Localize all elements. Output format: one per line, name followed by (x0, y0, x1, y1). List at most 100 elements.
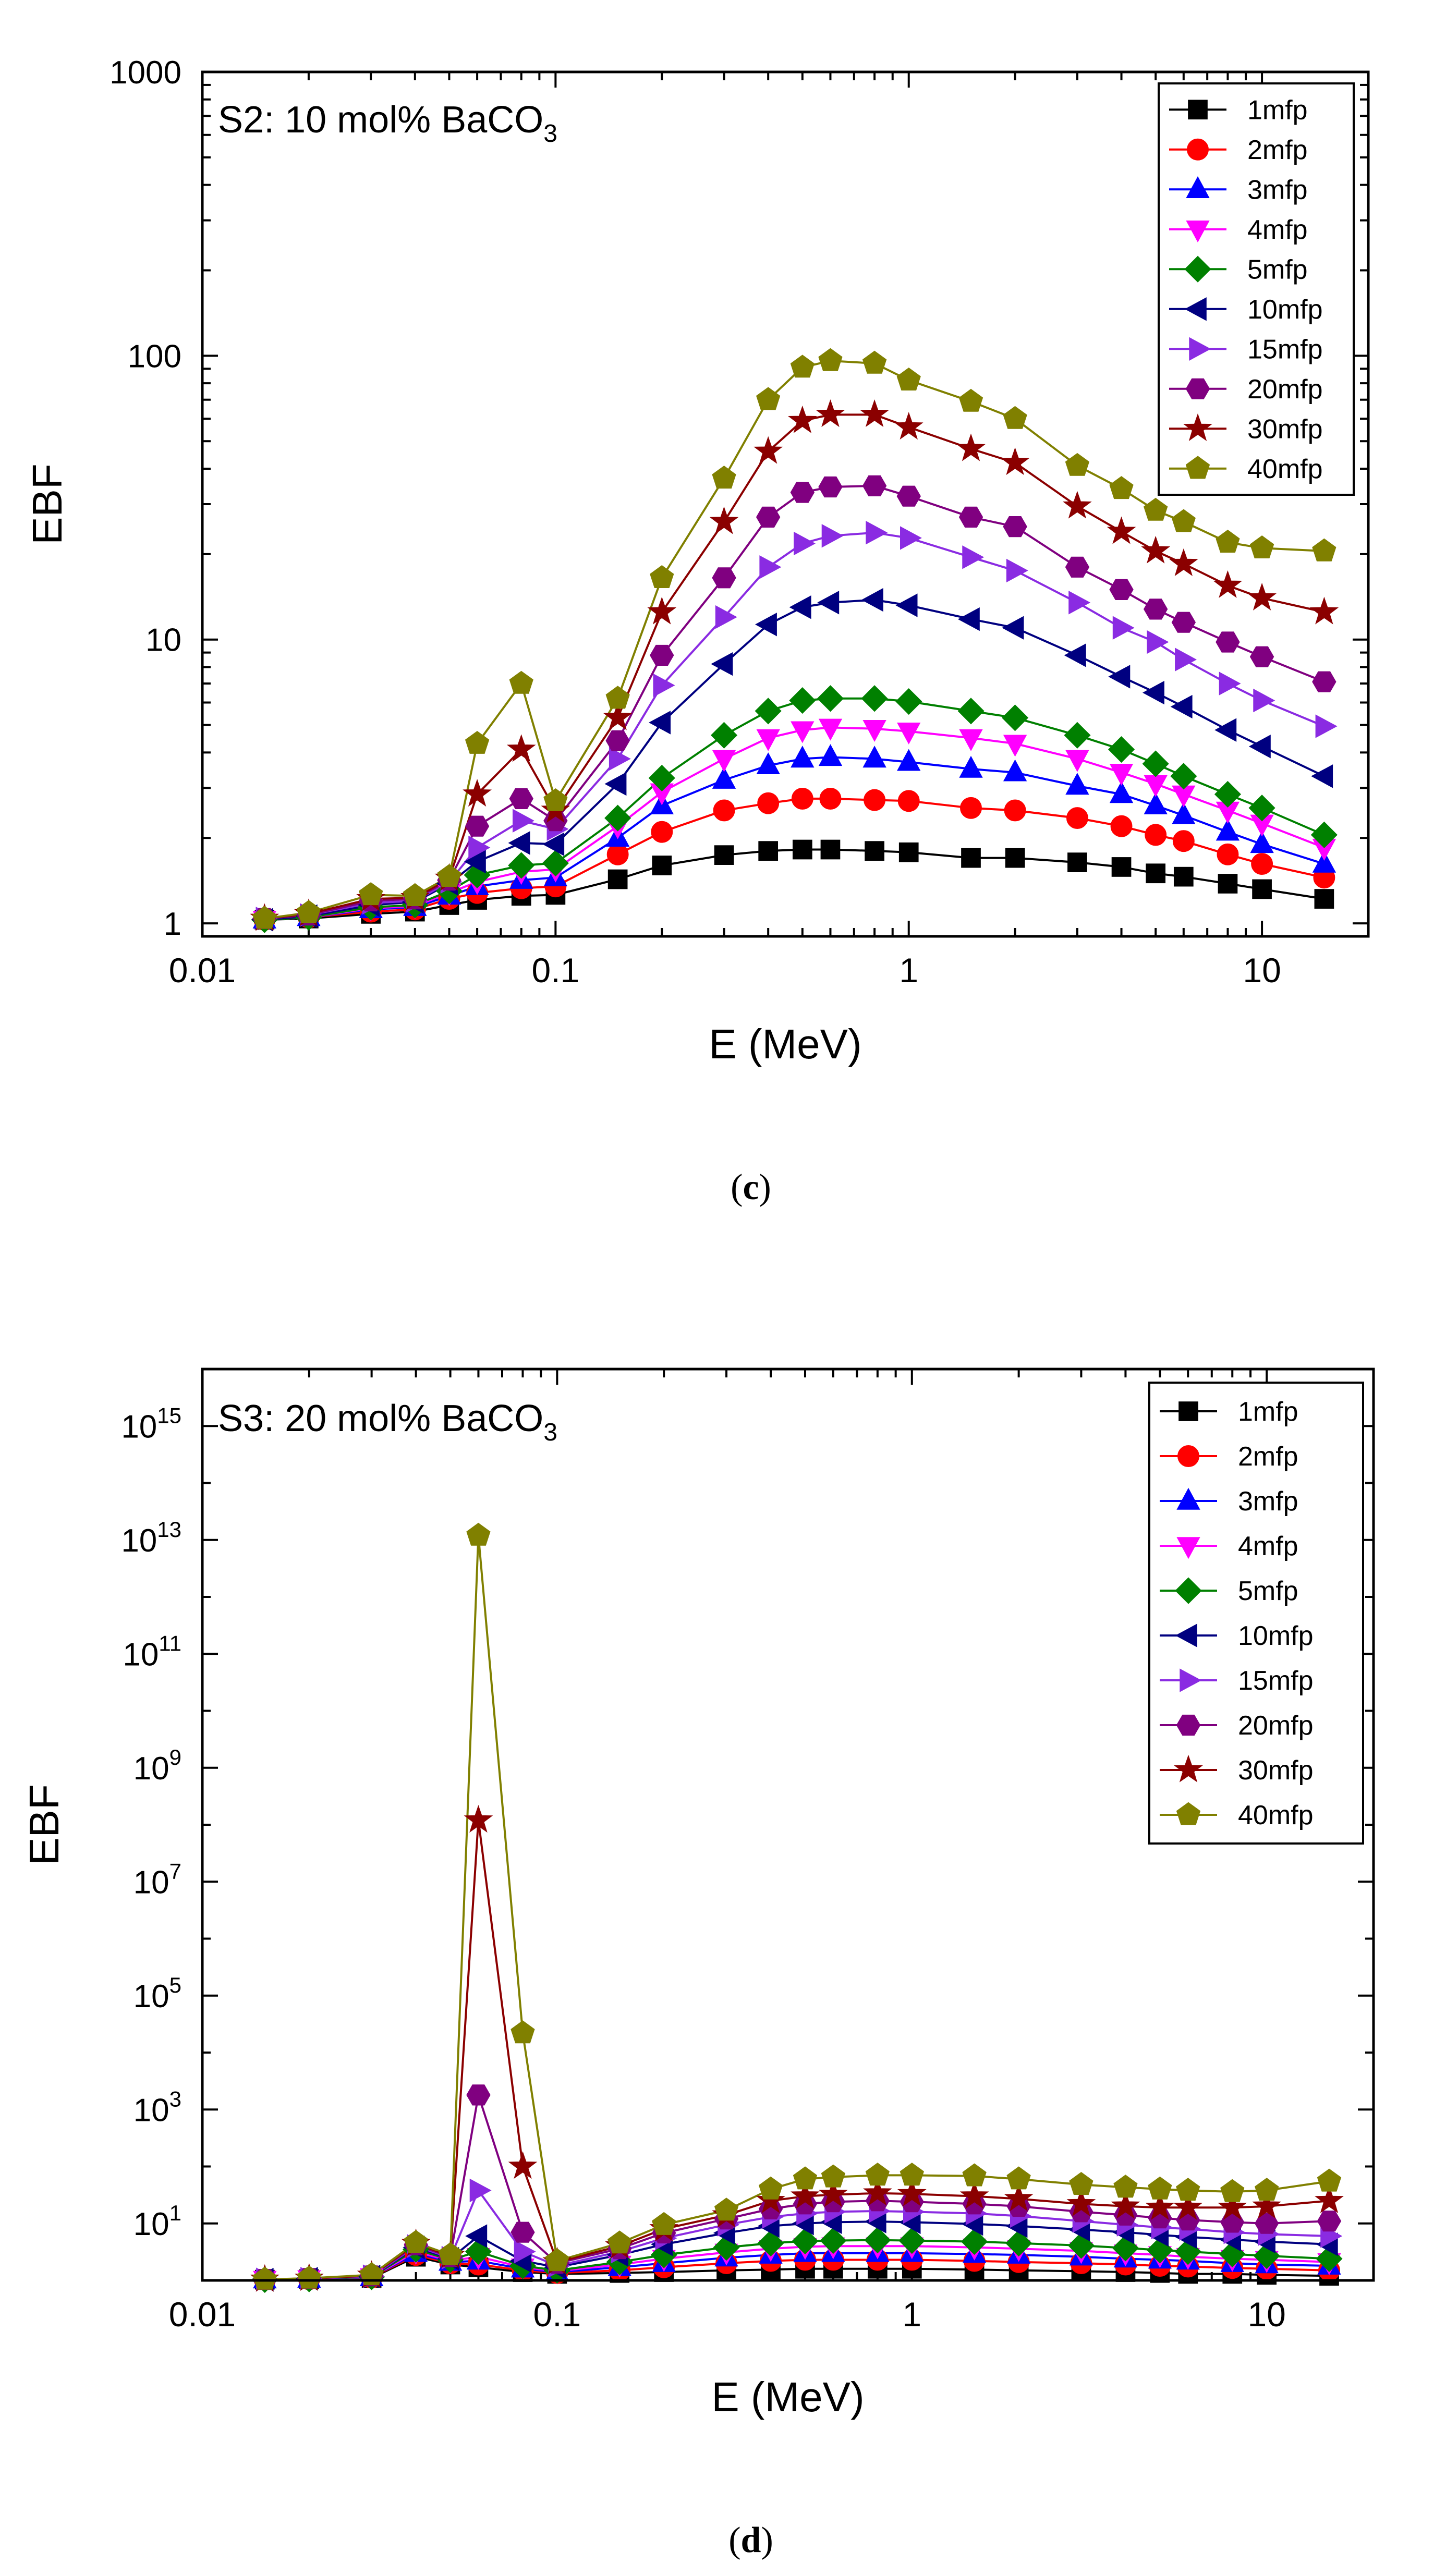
panel-d-point-40mfp (962, 2163, 987, 2187)
panel-c-caption-letter: c (743, 1167, 759, 1207)
panel-c-point-2mfp (757, 792, 780, 814)
panel-d-y-tick-label: 109 (133, 1745, 181, 1787)
panel-c-point-20mfp (1312, 671, 1336, 692)
panel-c-point-3mfp (1109, 781, 1134, 803)
panel-c-legend-marker-1mfp (1188, 100, 1208, 120)
panel-c-point-30mfp (603, 702, 633, 730)
panel-c-point-10mfp (1142, 680, 1164, 705)
panel-c-point-40mfp (1065, 453, 1090, 476)
panel-c-point-30mfp (1169, 548, 1198, 576)
panel-d-point-40mfp (865, 2163, 890, 2186)
panel-c-point-30mfp (788, 405, 817, 433)
panel-d-legend-label-4mfp: 4mfp (1238, 1531, 1298, 1561)
panel-c-point-40mfp (296, 900, 321, 923)
panel-c-point-40mfp (896, 367, 921, 390)
panel-d-point-20mfp (511, 2221, 535, 2243)
panel-c-point-15mfp (866, 521, 888, 545)
panel-d-caption-close: ) (761, 2520, 773, 2560)
panel-d-point-40mfp (1317, 2168, 1342, 2192)
panel-d-legend-marker-1mfp (1178, 1401, 1198, 1421)
panel-c-point-2mfp (606, 843, 629, 865)
panel-d-y-tick-label-base: 10 (133, 2206, 169, 2242)
panel-c-title-main: S2: 10 mol% BaCO (218, 99, 543, 141)
panel-d-point-5mfp (792, 2227, 819, 2255)
panel-c-point-30mfp (709, 506, 739, 534)
panel-d-point-40mfp (1220, 2179, 1245, 2202)
panel-c-point-20mfp (862, 475, 887, 496)
panel-d-y-tick-label-base: 10 (123, 1637, 159, 1672)
panel-c-point-4mfp (1109, 764, 1134, 786)
panel-c-point-3mfp (1003, 759, 1027, 782)
panel-c-point-1mfp (1111, 857, 1132, 877)
panel-c-point-30mfp (1000, 447, 1030, 475)
panel-c-point-40mfp (1216, 529, 1240, 553)
panel-d-legend-marker-5mfp (1175, 1577, 1202, 1604)
panel-c-point-20mfp (1065, 556, 1090, 578)
panel-c-point-15mfp (609, 747, 631, 771)
panel-c-point-5mfp (1310, 821, 1338, 848)
panel-c-point-10mfp (649, 711, 671, 735)
panel-c-point-30mfp (647, 596, 677, 625)
panel-c-point-40mfp (712, 466, 736, 489)
panel-d-point-40mfp (252, 2266, 277, 2290)
panel-d-y-tick-label-exponent: 1 (169, 2201, 181, 2225)
panel-c-point-10mfp (711, 652, 733, 676)
panel-c-x-tick-label: 0.1 (531, 951, 579, 990)
panel-c-point-15mfp (794, 531, 816, 556)
panel-d-title-subscript: 3 (543, 1419, 557, 1446)
panel-c-point-40mfp (1003, 406, 1027, 429)
panel-d-point-40mfp (1006, 2166, 1031, 2190)
panel-c-point-40mfp (1312, 538, 1336, 561)
panel-c-point-3mfp (897, 749, 921, 771)
panel-d-point-40mfp (297, 2265, 321, 2289)
panel-c-point-15mfp (1147, 630, 1169, 654)
panel-d-legend-marker-20mfp (1176, 1714, 1201, 1736)
panel-c-legend-label-5mfp: 5mfp (1247, 254, 1308, 285)
panel-c-point-4mfp (897, 723, 921, 744)
panel-d-legend-label-2mfp: 2mfp (1238, 1442, 1298, 1472)
panel-c-point-1mfp (865, 841, 884, 861)
panel-c-point-1mfp (1067, 852, 1087, 872)
panel-c-point-15mfp (759, 555, 782, 579)
panel-c-y-tick-label: 1000 (110, 55, 181, 91)
panel-d-point-30mfp (897, 2178, 927, 2206)
panel-d-plot-frame (201, 1368, 1375, 2282)
panel-c-point-20mfp (1003, 516, 1027, 538)
panel-c-point-5mfp (1064, 722, 1091, 749)
panel-c-point-10mfp (464, 850, 486, 874)
panel-c-point-1mfp (898, 842, 919, 862)
panel-c-point-5mfp (1214, 780, 1242, 808)
panel-d-y-tick-label-base: 10 (133, 1751, 169, 1787)
panel-c-point-1mfp (1005, 848, 1025, 868)
panel-c-legend-label-3mfp: 3mfp (1247, 175, 1308, 205)
panel-c-point-40mfp (543, 788, 568, 811)
panel-c-point-3mfp (1250, 831, 1274, 853)
panel-d-point-40mfp (1148, 2176, 1172, 2200)
panel-c-x-axis-label: E (MeV) (709, 1021, 861, 1067)
panel-d-point-30mfp (959, 2181, 989, 2209)
panel-c-point-30mfp (506, 734, 536, 762)
panel-d-point-40mfp (1069, 2171, 1093, 2195)
panel-c-point-4mfp (756, 729, 780, 751)
panel-c-legend-label-2mfp: 2mfp (1247, 135, 1308, 165)
panel-d-point-5mfp (864, 2227, 891, 2254)
panel-d-point-5mfp (757, 2230, 784, 2257)
panel-c-point-30mfp (1062, 491, 1092, 519)
panel-c-title-subscript: 3 (543, 120, 557, 148)
panel-c-caption: (c) (731, 1167, 771, 1207)
panel-d-y-tick-label: 101 (133, 2201, 181, 2242)
panel-d-y-tick-label: 103 (133, 2086, 181, 2128)
panel-c-point-2mfp (960, 797, 982, 819)
panel-c-y-tick-label: 10 (145, 622, 181, 658)
panel-c-point-30mfp (754, 436, 783, 464)
panel-c-point-3mfp (1216, 819, 1240, 841)
panel-c-legend-marker-40mfp (1185, 456, 1210, 479)
panel-c-point-5mfp (957, 698, 985, 725)
panel-c-point-1mfp (820, 839, 841, 860)
panel-d-y-tick-label-base: 10 (121, 1409, 157, 1445)
panel-c-point-4mfp (862, 720, 886, 742)
panel-d-caption-open: ( (728, 2520, 740, 2560)
panel-c-point-5mfp (817, 685, 844, 712)
